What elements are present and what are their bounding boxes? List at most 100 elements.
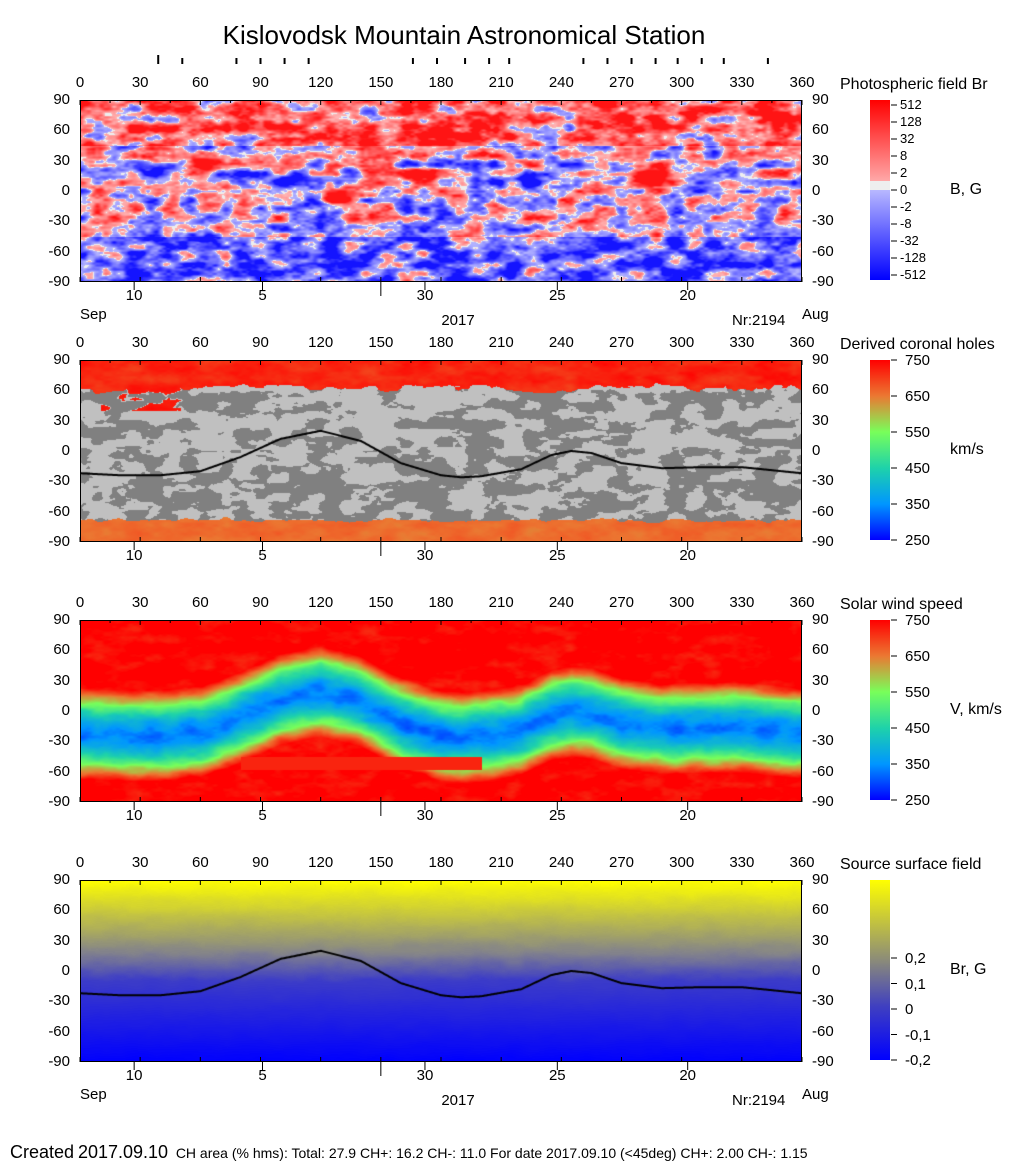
- map-source-surface-field: [80, 880, 802, 1062]
- lat-tick-label-left: 90: [53, 611, 70, 628]
- colorbar-tick-label: 250: [905, 532, 931, 549]
- date-tick-label: 20: [679, 287, 697, 304]
- created-date: 2017.09.10: [77, 1142, 169, 1162]
- lat-tick-label-right: 60: [812, 641, 829, 659]
- lat-tick-label-right: 60: [812, 121, 829, 139]
- lon-tick-label: 180: [428, 854, 454, 871]
- lon-tick-label: 120: [308, 334, 334, 351]
- colorbar-tick-label: 350: [905, 496, 931, 513]
- lat-tick-label-right: 90: [812, 91, 829, 108]
- lat-tick-label-left: -90: [48, 1053, 70, 1070]
- colorbar-title: Solar wind speed: [840, 596, 963, 613]
- date-tick-label: 20: [679, 1067, 697, 1084]
- lon-tick-label: 150: [368, 334, 394, 351]
- date-tick-label: 30: [416, 547, 434, 564]
- page-title: Kislovodsk Mountain Astronomical Station: [222, 20, 706, 50]
- end-month: Aug: [802, 306, 829, 323]
- lat-tick-label-left: 0: [61, 182, 70, 199]
- lon-tick-label: 330: [729, 74, 755, 91]
- lat-tick-label-left: 60: [53, 121, 70, 139]
- lon-tick-label: 30: [131, 334, 149, 351]
- date-tick-label: 20: [679, 807, 697, 824]
- map-solar-wind-speed: [80, 620, 802, 802]
- lat-tick-label-right: -30: [812, 212, 834, 230]
- lon-tick-label: 300: [669, 854, 695, 871]
- lon-tick-label: 270: [608, 74, 635, 91]
- footer: Created 2017.09.10 CH area (% hms): Tota…: [10, 1142, 808, 1163]
- colorbar-tick-label: 32: [900, 131, 915, 146]
- lat-tick-label-right: 90: [812, 351, 829, 368]
- lon-tick-label: 90: [252, 74, 269, 91]
- colorbar: [870, 620, 890, 800]
- date-tick-label: 25: [548, 807, 566, 824]
- colorbar-tick-label: 750: [905, 352, 931, 369]
- year-label: 2017: [441, 312, 475, 329]
- lon-tick-label: 180: [428, 74, 454, 91]
- colorbar-title: Derived coronal holes: [840, 336, 995, 353]
- date-tick-label: 5: [258, 1067, 267, 1084]
- colorbar-tick-label: 0,1: [905, 975, 926, 993]
- colorbar: [870, 100, 890, 280]
- lat-tick-label-left: -60: [48, 762, 70, 780]
- date-tick-label: 10: [125, 807, 143, 824]
- lat-tick-label-left: 30: [53, 931, 70, 949]
- colorbar-tick-label: 512: [900, 97, 922, 112]
- lon-tick-label: 270: [608, 854, 635, 871]
- lat-tick-label-left: 0: [61, 702, 70, 719]
- lon-tick-label: 210: [488, 854, 514, 871]
- lat-tick-label-right: 0: [812, 702, 821, 719]
- date-tick-label: 10: [125, 547, 143, 564]
- lon-tick-label: 180: [428, 594, 454, 611]
- lat-tick-label-right: -60: [812, 1022, 834, 1040]
- lat-tick-label-left: -90: [48, 793, 70, 810]
- lon-tick-label: 330: [729, 334, 755, 351]
- colorbar-tick-label: 550: [905, 684, 931, 701]
- lat-tick-label-left: 30: [53, 671, 70, 689]
- lon-tick-label: 210: [488, 334, 514, 351]
- colorbar: [870, 880, 890, 1060]
- colorbar-unit: V, km/s: [950, 701, 1002, 718]
- lon-tick-label: 360: [789, 854, 815, 871]
- colorbar-tick-label: 128: [900, 114, 922, 129]
- lat-tick-label-right: 0: [812, 962, 821, 979]
- date-tick-label: 25: [548, 287, 566, 304]
- lon-tick-label: 300: [669, 594, 695, 611]
- lat-tick-label-right: -30: [812, 992, 834, 1010]
- lon-tick-label: 210: [488, 74, 514, 91]
- colorbar: [870, 360, 890, 540]
- colorbar-tick-label: 750: [905, 612, 931, 629]
- lat-tick-label-right: 60: [812, 901, 829, 919]
- lon-tick-label: 240: [548, 74, 574, 91]
- colorbar-tick-label: -128: [900, 250, 927, 265]
- lon-tick-label: 120: [308, 854, 334, 871]
- date-tick-label: 25: [548, 547, 566, 564]
- lat-tick-label-left: -30: [48, 212, 70, 230]
- colorbar-tick-label: 350: [905, 756, 931, 773]
- lat-tick-label-right: 0: [812, 182, 821, 199]
- date-tick-label: 30: [416, 287, 434, 304]
- colorbar-tick-label: 0: [900, 182, 908, 197]
- lat-tick-label-left: -60: [48, 242, 70, 260]
- lat-tick-label-left: -90: [48, 533, 70, 550]
- lon-tick-label: 300: [669, 74, 695, 91]
- lon-tick-label: 90: [252, 594, 269, 611]
- lat-tick-label-right: -60: [812, 502, 834, 520]
- map-derived-coronal-holes: [80, 360, 802, 542]
- start-month: Sep: [80, 306, 107, 323]
- colorbar-tick-label: -0,2: [905, 1052, 931, 1069]
- colorbar-tick-label: 650: [905, 648, 931, 665]
- colorbar-tick-label: 250: [905, 792, 931, 809]
- colorbar-tick-label: 2: [900, 165, 908, 180]
- colorbar-title: Source surface field: [840, 856, 982, 873]
- lat-tick-label-left: 90: [53, 351, 70, 368]
- created-label: Created: [10, 1142, 75, 1162]
- date-tick-label: 5: [258, 287, 267, 304]
- lat-tick-label-left: 30: [53, 411, 70, 429]
- lat-tick-label-right: 90: [812, 611, 829, 628]
- lon-tick-label: 330: [729, 854, 755, 871]
- lon-tick-label: 120: [308, 594, 334, 611]
- colorbar-tick-label: 550: [905, 424, 931, 441]
- lat-tick-label-left: -30: [48, 732, 70, 750]
- lat-tick-label-right: 30: [812, 151, 829, 169]
- colorbar-title: Photospheric field Br: [840, 76, 988, 93]
